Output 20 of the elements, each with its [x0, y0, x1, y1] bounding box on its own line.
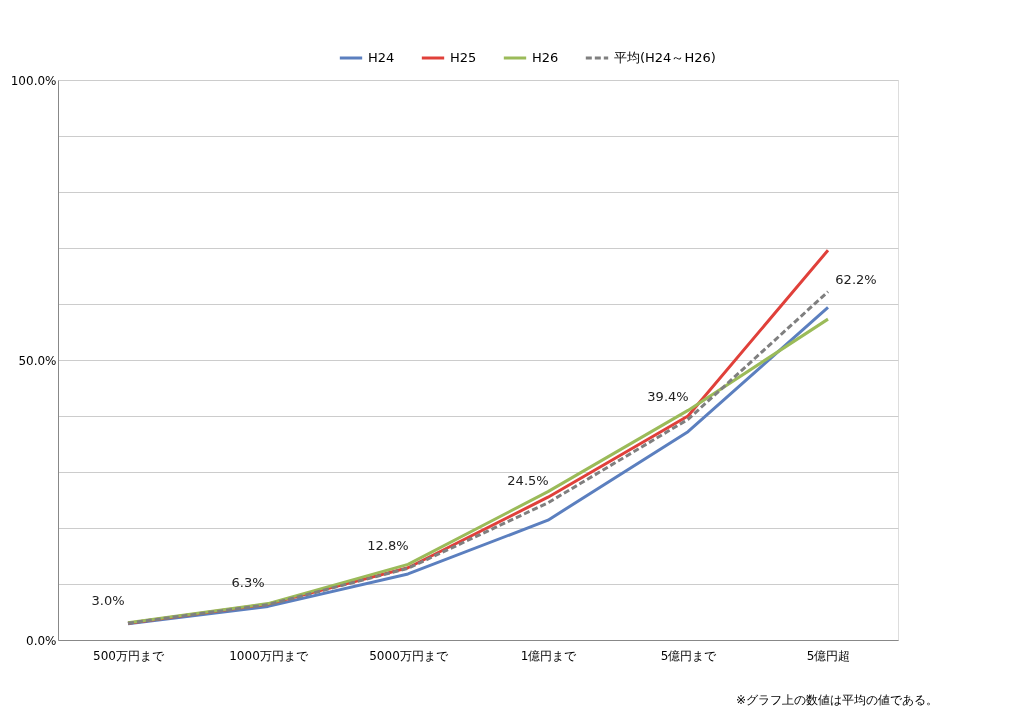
- legend-label: 平均(H24～H26): [614, 50, 716, 65]
- x-tick-label: 5億円まで: [660, 648, 718, 663]
- y-tick-label: 50.0%: [18, 353, 57, 368]
- y-tick-label: 0.0%: [26, 633, 57, 648]
- legend-label: H24: [368, 50, 395, 65]
- x-tick-label: 5000万円まで: [369, 648, 449, 663]
- text: ※グラフ上の数値は平均の値である。: [735, 693, 938, 707]
- data-label: 24.5%: [507, 472, 549, 488]
- data-label: 3.0%: [91, 593, 125, 609]
- x-tick-label: 5億円超: [806, 648, 851, 663]
- data-label: 62.2%: [835, 271, 877, 287]
- x-tick-label: 500万円まで: [93, 648, 165, 663]
- data-label: 12.8%: [367, 538, 409, 554]
- x-tick-label: 1000万円まで: [229, 648, 309, 663]
- x-tick-label: 1億円まで: [520, 648, 578, 663]
- data-label: 6.3%: [231, 574, 265, 590]
- legend-label: H25: [450, 50, 477, 65]
- y-tick-label: 100.0%: [10, 73, 57, 88]
- data-label: 39.4%: [647, 389, 689, 405]
- legend-label: H26: [532, 50, 559, 65]
